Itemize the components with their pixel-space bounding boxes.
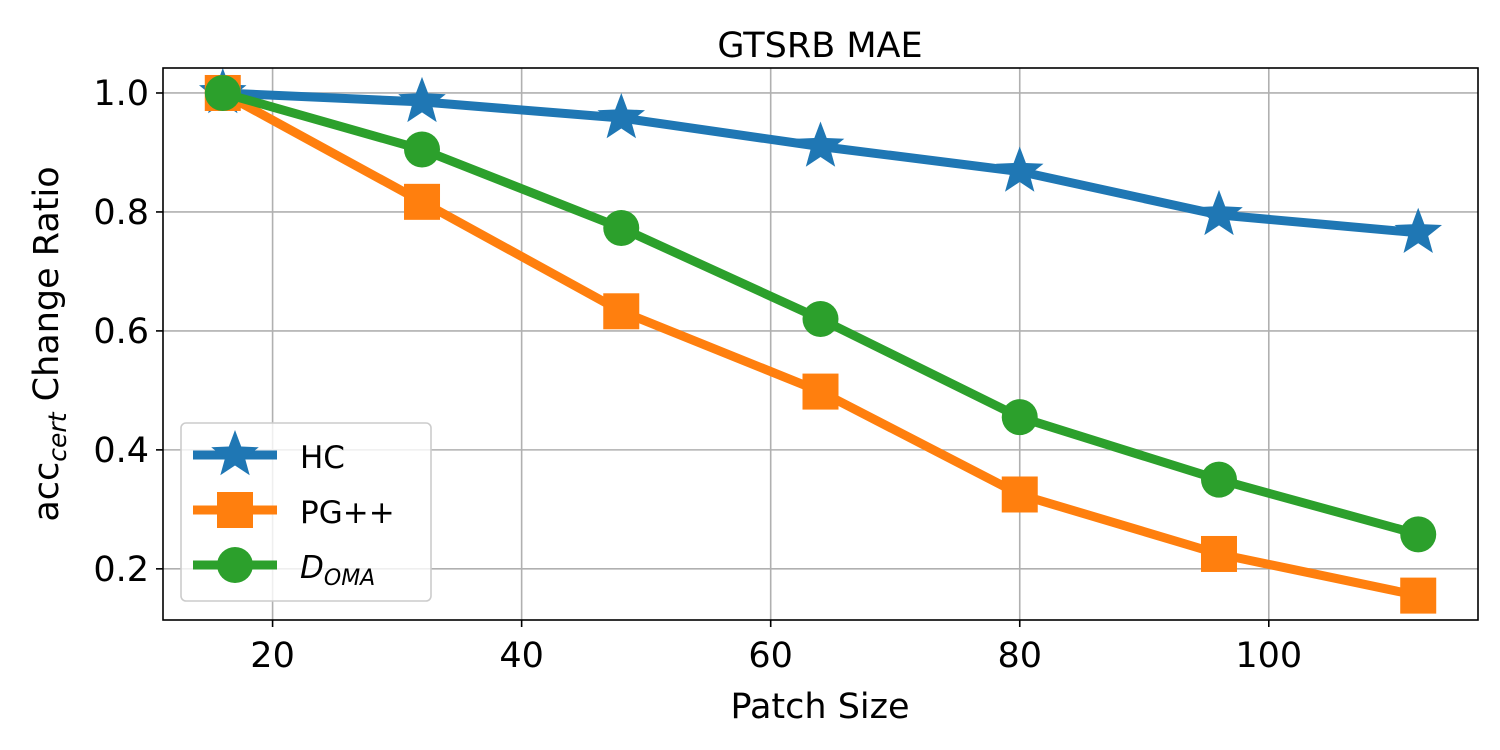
- chart-title: GTSRB MAE: [717, 26, 922, 66]
- ticks: 20 40 60 80 100 0.2 0.4 0.6 0.8 1.0: [93, 74, 1302, 676]
- legend-label-doma-main: D: [300, 550, 324, 586]
- data-point-star: [398, 76, 446, 123]
- plot-frame: [162, 67, 1479, 621]
- x-axis-label: Patch Size: [730, 687, 909, 727]
- x-tick-label: 60: [748, 636, 793, 676]
- y-tick-label: 0.6: [93, 312, 149, 352]
- data-point-circle: [404, 131, 441, 168]
- data-point-circle: [802, 301, 839, 338]
- x-tick-label: 100: [1235, 636, 1302, 676]
- data-point-circle: [1001, 399, 1038, 436]
- data-point-circle: [204, 74, 241, 111]
- legend-marker-star: [211, 430, 259, 476]
- legend: HC PG++ DOMA: [180, 422, 432, 602]
- data-point-circle: [603, 210, 640, 247]
- legend-label-hc: HC: [300, 440, 345, 476]
- data-point-star: [1195, 189, 1243, 236]
- series-star: [199, 68, 1442, 253]
- data-point-circle: [1200, 461, 1237, 498]
- data-point-square: [1001, 476, 1038, 513]
- legend-label-pgpp: PG++: [300, 495, 395, 531]
- data-point-star: [597, 93, 645, 139]
- data-point-circle: [1400, 516, 1437, 553]
- y-axis-label: acccert Change Ratio: [27, 166, 72, 521]
- data-point-square: [802, 373, 839, 410]
- y-axis-label-sub: cert: [43, 411, 72, 461]
- data-point-square: [603, 293, 640, 330]
- data-point-square: [1200, 535, 1237, 572]
- y-axis-label-main: acc: [27, 462, 67, 522]
- data-point-square: [1400, 577, 1437, 614]
- legend-label-doma-sub: OMA: [324, 566, 375, 591]
- legend-label-doma: DOMA: [300, 550, 375, 591]
- x-tick-label: 80: [997, 636, 1042, 676]
- legend-marker-square: [217, 492, 253, 528]
- legend-marker-circle: [217, 547, 253, 583]
- series-layer: [199, 68, 1442, 614]
- x-tick-label: 20: [250, 636, 295, 676]
- y-axis-label-rest: Change Ratio: [27, 166, 67, 412]
- legend-entries: [193, 430, 277, 583]
- y-tick-label: 0.2: [93, 550, 149, 590]
- y-tick-label: 0.4: [93, 431, 149, 471]
- grid: [163, 68, 1478, 620]
- y-tick-label: 1.0: [93, 74, 149, 114]
- data-point-square: [404, 183, 441, 220]
- data-point-star: [1394, 207, 1442, 253]
- y-tick-label: 0.8: [93, 193, 149, 233]
- x-tick-label: 40: [499, 636, 544, 676]
- series-circle: [204, 74, 1437, 553]
- data-point-star: [796, 121, 845, 167]
- data-point-star: [996, 146, 1044, 192]
